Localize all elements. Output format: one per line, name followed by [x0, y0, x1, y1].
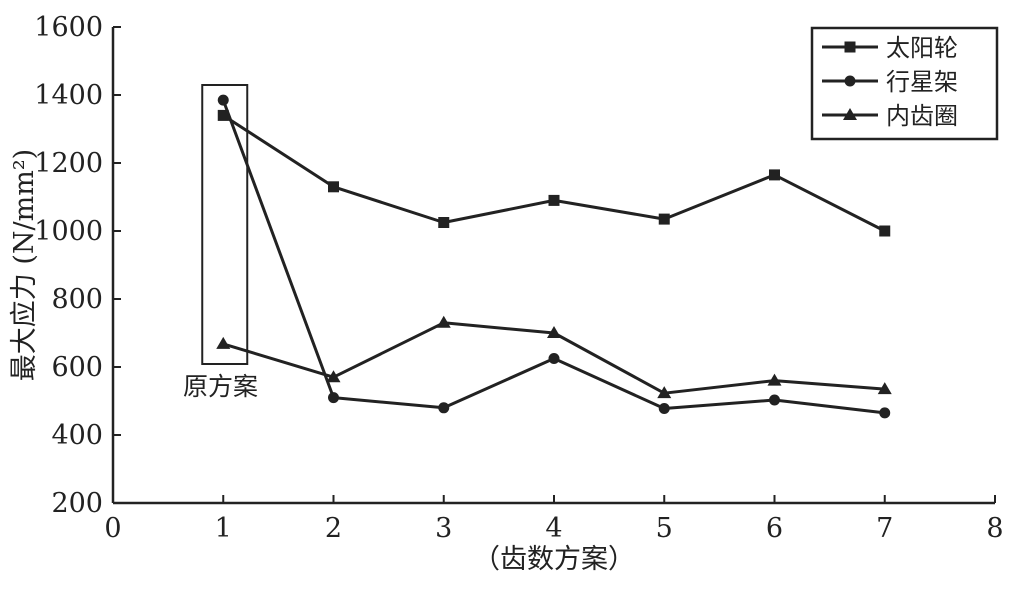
y-tick-label: 1000	[34, 216, 103, 247]
series-3-point	[547, 326, 561, 338]
x-tick-label: 5	[656, 513, 673, 544]
series-1-point	[438, 217, 450, 228]
original-scheme-box	[201, 84, 249, 365]
legend-label: 太阳轮	[886, 34, 958, 62]
y-tick-label: 800	[51, 284, 103, 315]
series-2-point	[658, 402, 670, 414]
x-axis-title: （齿数方案）	[473, 544, 635, 575]
series-markers	[216, 94, 892, 419]
legend-label: 行星架	[886, 68, 958, 96]
y-tick-label: 1600	[34, 12, 103, 43]
series-1-point	[658, 213, 670, 225]
y-tick-label: 1400	[34, 80, 103, 111]
series-2-point	[217, 94, 229, 106]
original-scheme-annotation: 原方案	[183, 84, 258, 401]
y-tick-label: 200	[51, 488, 103, 519]
legend-marker	[844, 41, 856, 53]
legend-label: 内齿圈	[886, 102, 958, 130]
series-3-point	[326, 370, 341, 383]
series-3-point	[216, 336, 231, 349]
y-tick-label: 400	[51, 420, 103, 451]
series-3-point	[657, 386, 672, 399]
series-line-1	[222, 114, 886, 233]
series-line-2	[221, 99, 885, 415]
y-tick-label: 1200	[34, 148, 103, 179]
series-3-point	[767, 373, 782, 386]
series-1-point	[217, 109, 229, 121]
series-1-point	[548, 194, 560, 206]
legend-marker	[844, 75, 856, 87]
y-tick-label: 600	[51, 352, 103, 383]
x-tick-label: 6	[766, 513, 783, 544]
series-2-point	[879, 407, 891, 419]
x-tick-label: 3	[435, 513, 452, 544]
series-2-point	[438, 402, 450, 414]
legend-marker	[843, 108, 857, 120]
series-3-point	[436, 315, 451, 328]
axis-ticks: 0 1 2 3 4 5 6 7 8 200 400 600 800 1000 1200 1400 1600	[34, 12, 1003, 544]
series-1-point	[879, 225, 891, 237]
series-2-point	[328, 392, 339, 404]
original-scheme-label: 原方案	[183, 372, 258, 401]
series-3-point	[877, 382, 892, 395]
x-tick-label: 8	[986, 513, 1003, 544]
x-tick-label: 1	[215, 513, 232, 544]
series-2-point	[769, 394, 780, 406]
x-tick-label: 2	[325, 513, 342, 544]
series-lines	[221, 99, 886, 415]
x-tick-label: 7	[876, 513, 893, 544]
x-tick-label: 0	[104, 513, 121, 544]
x-tick-label: 4	[545, 513, 562, 544]
series-2-point	[548, 353, 560, 364]
series-1-point	[328, 181, 339, 193]
y-axis-title: 最大应力 (N/mm²)	[9, 149, 40, 381]
series-1-point	[769, 169, 780, 181]
